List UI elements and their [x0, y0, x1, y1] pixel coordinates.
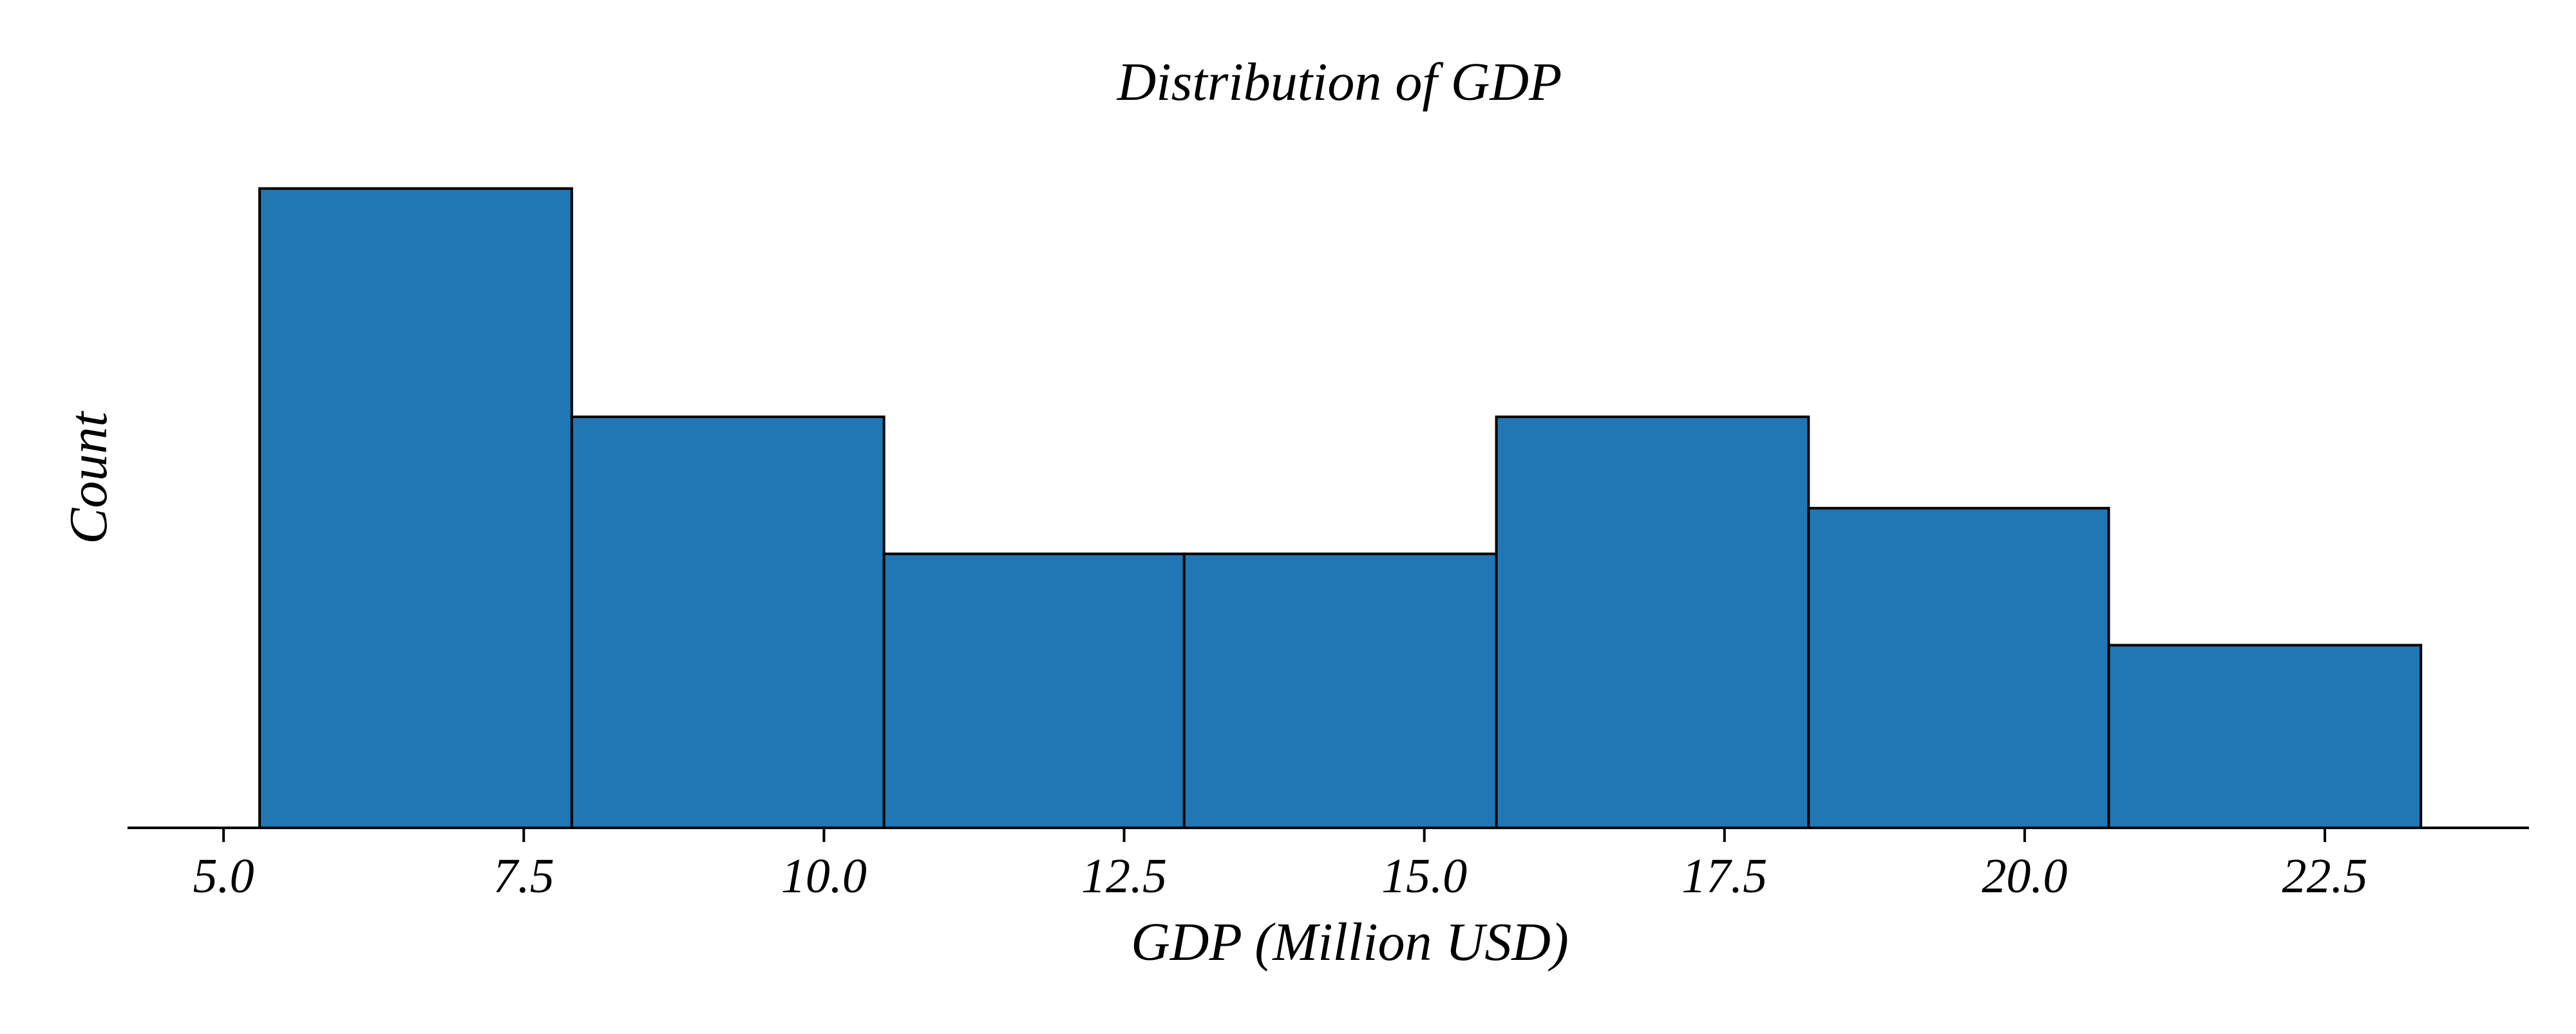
histogram-bar-4: [1182, 552, 1498, 829]
x-axis-title: GDP (Million USD): [1131, 912, 1569, 972]
y-axis-title: Count: [59, 410, 118, 544]
histogram-bar-3: [882, 552, 1186, 829]
x-tick-label: 20.0: [1982, 849, 2067, 903]
bars-group: [258, 187, 2423, 830]
histogram-bar-1: [258, 187, 573, 830]
histogram-bar-7: [2107, 644, 2423, 829]
x-tick-label: 22.5: [2282, 849, 2368, 903]
x-ticks-group: 5.0 7.5 10.0 12.5 15.0 17.5 20.0 22.5: [193, 828, 2368, 903]
x-tick-label: 17.5: [1681, 849, 1767, 903]
x-tick-label: 15.0: [1381, 849, 1467, 903]
histogram-bar-5: [1495, 416, 1810, 829]
x-tick-label: 7.5: [493, 849, 554, 903]
x-tick-label: 5.0: [193, 849, 254, 903]
chart-title: Distribution of GDP: [1117, 52, 1562, 112]
histogram-bar-6: [1807, 506, 2110, 829]
histogram-bar-2: [570, 416, 886, 829]
x-tick-label: 12.5: [1081, 849, 1167, 903]
x-tick-label: 10.0: [781, 849, 867, 903]
